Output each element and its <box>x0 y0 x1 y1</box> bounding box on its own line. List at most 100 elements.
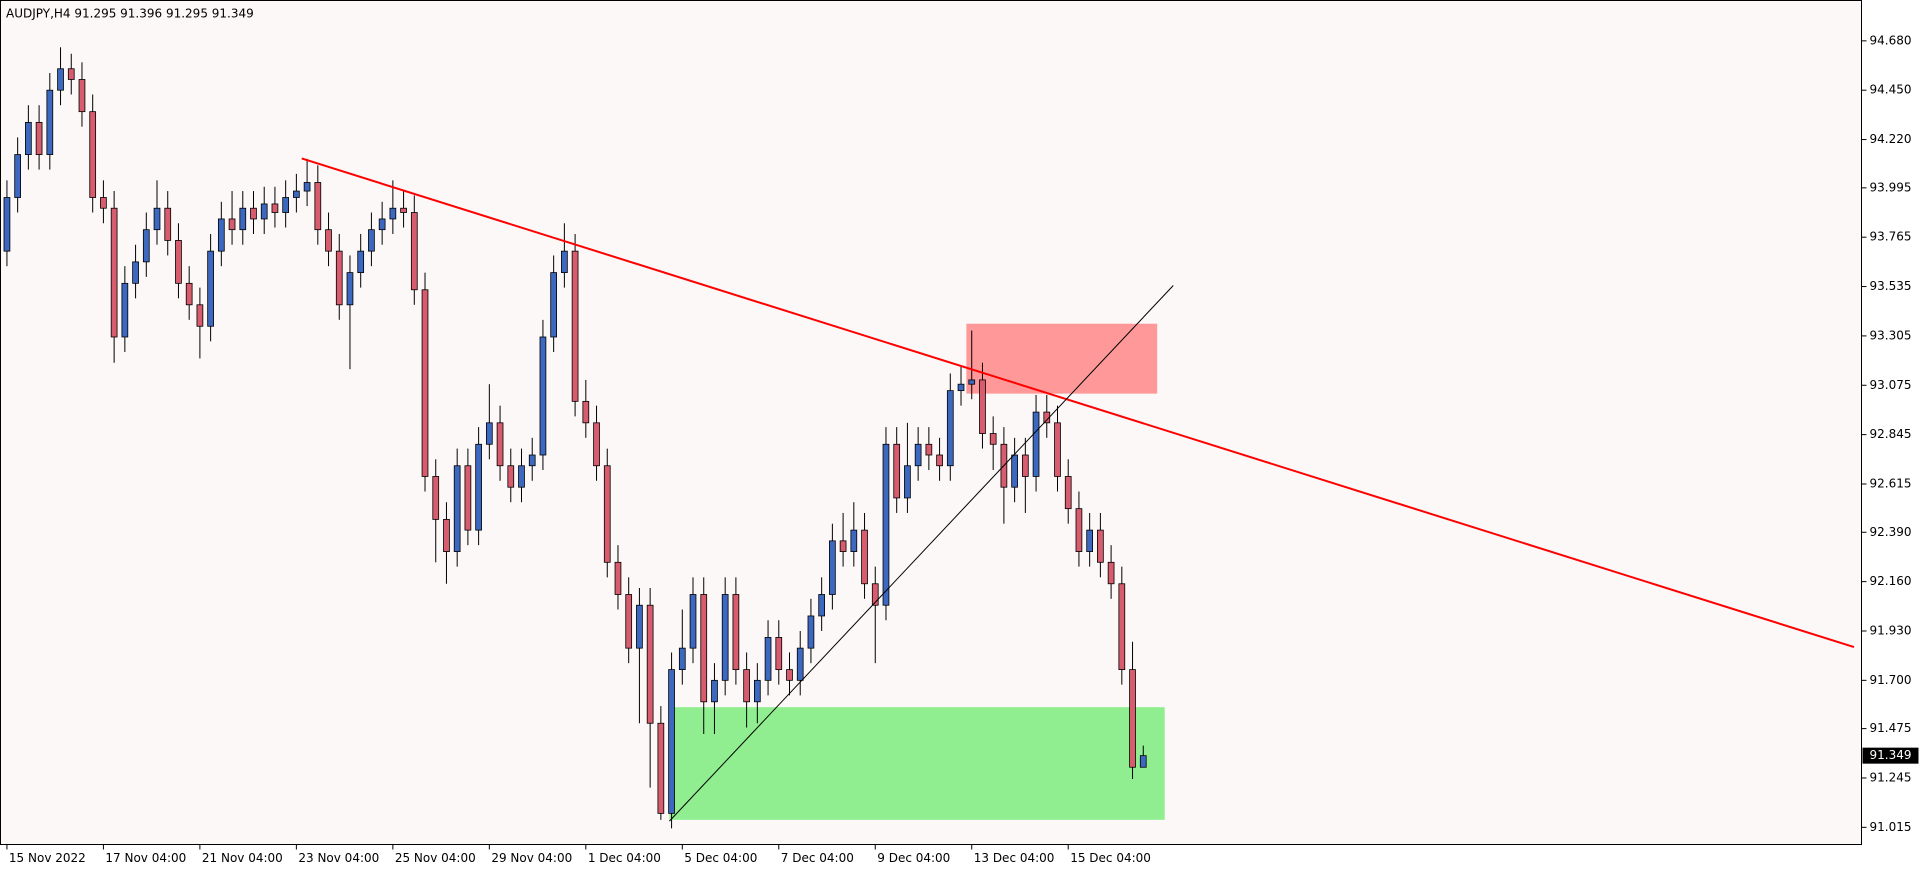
x-tick-label: 23 Nov 04:00 <box>298 851 379 865</box>
y-tick-label: 93.535 <box>1870 279 1912 293</box>
y-tick-label: 93.765 <box>1870 230 1912 244</box>
trend-line <box>301 157 1855 649</box>
candle-body <box>646 604 654 724</box>
x-tick-label: 15 Dec 04:00 <box>1070 851 1151 865</box>
candle-body <box>410 212 418 291</box>
candle-body <box>228 218 236 231</box>
y-tick-label: 93.995 <box>1870 180 1912 194</box>
candle-body <box>260 203 268 220</box>
y-tick-label: 91.700 <box>1870 673 1912 687</box>
candle-body <box>475 443 482 531</box>
y-tick-label: 94.220 <box>1870 132 1912 146</box>
candle-body <box>132 261 139 284</box>
candle-body <box>904 465 911 499</box>
candle-body <box>925 443 933 456</box>
candle-body <box>57 68 64 91</box>
y-tick-label: 94.680 <box>1870 33 1912 47</box>
candle-body <box>432 476 440 520</box>
candle-body <box>1054 422 1061 477</box>
candle-body <box>121 282 129 338</box>
candle-body <box>636 604 643 649</box>
candle-body <box>668 669 675 814</box>
candle-body <box>957 383 965 392</box>
candle-body <box>625 594 633 649</box>
candle-body <box>164 207 172 241</box>
candle-body <box>753 679 761 703</box>
candle-body <box>1086 529 1094 552</box>
candle-body <box>496 422 504 467</box>
candle-body <box>389 207 397 220</box>
candle-body <box>807 615 815 649</box>
candle-body <box>946 390 954 467</box>
candle-body <box>1032 411 1040 477</box>
candle-body <box>882 443 890 606</box>
y-tick-label: 91.475 <box>1870 721 1912 735</box>
candle-body <box>335 250 343 306</box>
candle-body <box>518 465 525 488</box>
x-tick-label: 21 Nov 04:00 <box>202 851 283 865</box>
candle-body <box>711 679 718 703</box>
candle-body <box>732 594 740 671</box>
price-tag-label: 91.349 <box>1870 748 1912 762</box>
candle-body <box>325 229 332 252</box>
candle-body <box>796 647 804 681</box>
x-tick-label: 25 Nov 04:00 <box>395 851 476 865</box>
candle-body <box>196 304 204 327</box>
candle-body <box>1097 529 1104 563</box>
candle-body <box>207 250 214 327</box>
candle-body <box>282 197 290 213</box>
candle-body <box>893 443 901 499</box>
candle-body <box>539 336 547 456</box>
candle-body <box>153 207 161 231</box>
y-tick-label: 93.075 <box>1870 378 1912 392</box>
candle-body <box>593 422 600 467</box>
candle-body <box>839 540 847 552</box>
plot-area <box>0 0 1862 845</box>
candle-body <box>775 637 783 671</box>
y-tick-label: 91.245 <box>1870 770 1912 784</box>
y-tick-label: 91.015 <box>1870 820 1912 834</box>
candle-body <box>271 203 279 213</box>
y-tick-label: 92.390 <box>1870 525 1912 539</box>
candle-body <box>67 68 75 80</box>
candle-body <box>614 561 622 595</box>
candle-body <box>14 154 22 198</box>
candle-body <box>250 207 257 220</box>
y-tick-label: 91.930 <box>1870 623 1912 637</box>
candle-body <box>175 240 182 284</box>
candle-body <box>110 207 118 338</box>
candle-body <box>89 111 97 198</box>
trend-line <box>669 285 1174 822</box>
candle-body <box>3 197 11 252</box>
zone <box>669 707 1165 820</box>
candle-body <box>400 207 407 213</box>
candle-body <box>871 583 879 606</box>
candle-body <box>1118 583 1126 671</box>
y-tick-label: 94.450 <box>1870 83 1912 97</box>
candle-body <box>485 422 493 445</box>
candle-body <box>861 529 868 585</box>
candle-body <box>453 465 461 552</box>
candle-body <box>357 250 365 274</box>
y-tick-label: 93.305 <box>1870 328 1912 342</box>
y-tick-label: 92.845 <box>1870 427 1912 441</box>
candle-body <box>528 454 536 467</box>
x-tick-label: 15 Nov 2022 <box>9 851 86 865</box>
candle-body <box>979 379 986 434</box>
candle-body <box>968 379 976 385</box>
candle-body <box>721 594 729 681</box>
candle-body <box>603 465 611 563</box>
candle-body <box>550 272 558 338</box>
candle-body <box>293 190 300 198</box>
candle-body <box>818 594 826 617</box>
x-tick-label: 1 Dec 04:00 <box>588 851 661 865</box>
candle-body <box>314 182 322 231</box>
candle-body <box>507 465 515 488</box>
candle-body <box>582 400 590 424</box>
candle-body <box>1064 476 1072 510</box>
candle-body <box>764 637 772 681</box>
candle-body <box>35 121 43 155</box>
x-tick-label: 5 Dec 04:00 <box>684 851 757 865</box>
candle-body <box>657 722 665 814</box>
